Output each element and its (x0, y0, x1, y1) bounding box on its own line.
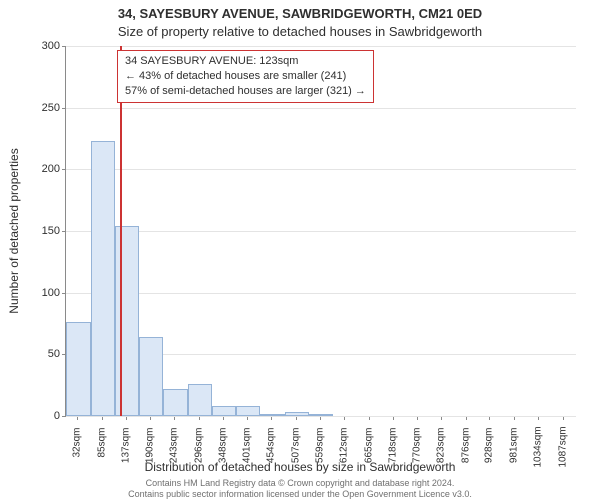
histogram-bar (115, 226, 139, 416)
histogram-bar (163, 389, 187, 416)
gridline-h (66, 46, 576, 47)
histogram-bar (309, 414, 333, 416)
footer-line-1: Contains HM Land Registry data © Crown c… (0, 478, 600, 488)
footer-line-2: Contains public sector information licen… (0, 489, 600, 499)
property-size-histogram: 34, SAYESBURY AVENUE, SAWBRIDGEWORTH, CM… (0, 0, 600, 500)
histogram-bar (236, 406, 260, 416)
histogram-bar (91, 141, 115, 416)
callout-line-3: 57% of semi-detached houses are larger (… (125, 84, 366, 99)
y-tick-label: 0 (20, 410, 60, 422)
y-tick-label: 100 (20, 287, 60, 299)
histogram-bar (212, 406, 236, 416)
y-axis-label: Number of detached properties (7, 148, 21, 313)
callout-line-1: 34 SAYESBURY AVENUE: 123sqm (125, 54, 366, 69)
y-tick-label: 150 (20, 225, 60, 237)
chart-title-main: 34, SAYESBURY AVENUE, SAWBRIDGEWORTH, CM… (0, 6, 600, 21)
x-axis-label: Distribution of detached houses by size … (0, 460, 600, 474)
callout-box: 34 SAYESBURY AVENUE: 123sqm ← 43% of det… (117, 50, 374, 103)
gridline-h (66, 416, 576, 417)
histogram-bar (285, 412, 309, 416)
histogram-bar (66, 322, 90, 416)
gridline-h (66, 231, 576, 232)
y-tick-label: 300 (20, 40, 60, 52)
callout-line-2: ← 43% of detached houses are smaller (24… (125, 69, 366, 84)
gridline-h (66, 169, 576, 170)
gridline-h (66, 108, 576, 109)
histogram-bar (188, 384, 212, 416)
histogram-bar (139, 337, 163, 416)
histogram-bar (260, 414, 284, 416)
y-tick-label: 250 (20, 102, 60, 114)
y-tick-label: 200 (20, 163, 60, 175)
gridline-h (66, 293, 576, 294)
y-tick-label: 50 (20, 348, 60, 360)
chart-title-sub: Size of property relative to detached ho… (0, 24, 600, 39)
